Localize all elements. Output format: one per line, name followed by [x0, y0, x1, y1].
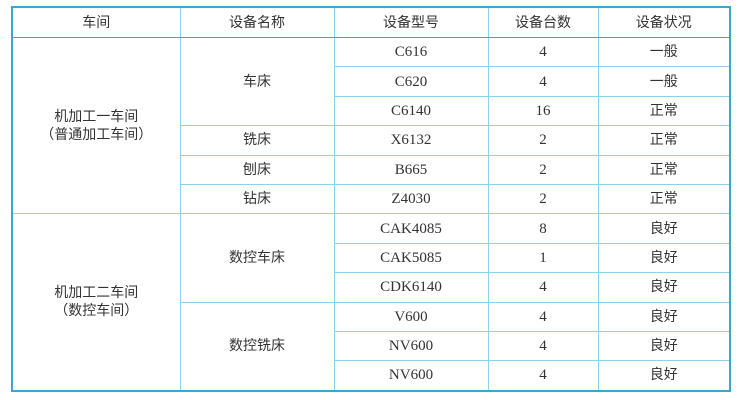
header-status: 设备状况 [597, 6, 731, 38]
table-row: C620 4 一般 [12, 66, 731, 97]
model-cell: X6132 [333, 125, 489, 156]
workshop-subname: （普通加工车间） [40, 126, 153, 143]
workshop-name: 机加工二车间 [54, 285, 139, 302]
status-cell: 良好 [597, 301, 731, 332]
table-row: CAK5085 1 良好 [12, 242, 731, 274]
header-model: 设备型号 [333, 6, 489, 38]
equipment-name-cell: 钻床 [179, 183, 335, 215]
table-row: CDK6140 4 良好 [12, 272, 731, 303]
status-cell: 良好 [597, 242, 731, 274]
workshop-subname: （数控车间） [54, 303, 139, 320]
header-workshop: 车间 [11, 6, 181, 38]
model-cell: CDK6140 [333, 272, 489, 303]
status-cell: 正常 [597, 154, 731, 185]
header-count: 设备台数 [487, 6, 599, 38]
model-cell: C620 [333, 66, 489, 97]
count-cell: 4 [487, 360, 599, 392]
model-cell: NV600 [333, 330, 489, 362]
count-cell: 16 [487, 95, 599, 127]
header-row: 车间 设备名称 设备型号 设备台数 设备状况 [11, 6, 731, 38]
workshop-cell: 机加工一车间 （普通加工车间） [11, 36, 181, 215]
equipment-name-cell: 车床 [179, 36, 335, 127]
count-cell: 4 [487, 301, 599, 332]
status-cell: 正常 [597, 183, 731, 215]
table-row: 机加工一车间 （普通加工车间） 车床 C616 4 一般 [11, 36, 731, 215]
table-row: 钻床 Z4030 2 正常 [12, 183, 731, 215]
count-cell: 4 [487, 272, 599, 303]
model-cell: CAK4085 [333, 213, 489, 244]
status-cell: 良好 [597, 360, 731, 392]
count-cell: 4 [487, 330, 599, 362]
table-row: 铣床 X6132 2 正常 [12, 125, 731, 156]
status-cell: 良好 [597, 272, 731, 303]
table-row: NV600 4 良好 [12, 330, 731, 362]
equipment-table: 车间 设备名称 设备型号 设备台数 设备状况 机加工一车间 （普通加工车间） 车床 C… [11, 6, 731, 392]
workshop-name: 机加工一车间 [54, 108, 139, 125]
model-cell: CAK5085 [333, 242, 489, 274]
status-cell: 良好 [597, 213, 731, 244]
count-cell: 2 [487, 183, 599, 215]
header-equipment-name: 设备名称 [179, 6, 335, 38]
model-cell: B665 [333, 154, 489, 185]
table-row: NV600 4 良好 [12, 360, 731, 392]
model-cell: NV600 [333, 360, 489, 392]
workshop-cell: 机加工二车间 （数控车间） [11, 213, 181, 392]
equipment-name-cell: 数控铣床 [179, 301, 335, 392]
count-cell: 8 [487, 213, 599, 244]
model-cell: C6140 [333, 95, 489, 127]
model-cell: V600 [333, 301, 489, 332]
status-cell: 一般 [597, 36, 731, 68]
count-cell: 2 [487, 125, 599, 156]
table-row: 数控铣床 V600 4 良好 [12, 301, 731, 392]
equipment-name-cell: 刨床 [179, 154, 335, 185]
table-row: 机加工二车间 （数控车间） 数控车床 CAK4085 8 良好 [11, 213, 731, 392]
count-cell: 4 [487, 36, 599, 68]
equipment-name-cell: 数控车床 [179, 213, 335, 303]
model-cell: Z4030 [333, 183, 489, 215]
equipment-name-cell: 铣床 [179, 125, 335, 156]
status-cell: 一般 [597, 66, 731, 97]
count-cell: 1 [487, 242, 599, 274]
count-cell: 2 [487, 154, 599, 185]
status-cell: 良好 [597, 330, 731, 362]
model-cell: C616 [333, 36, 489, 68]
status-cell: 正常 [597, 95, 731, 127]
status-cell: 正常 [597, 125, 731, 156]
count-cell: 4 [487, 66, 599, 97]
